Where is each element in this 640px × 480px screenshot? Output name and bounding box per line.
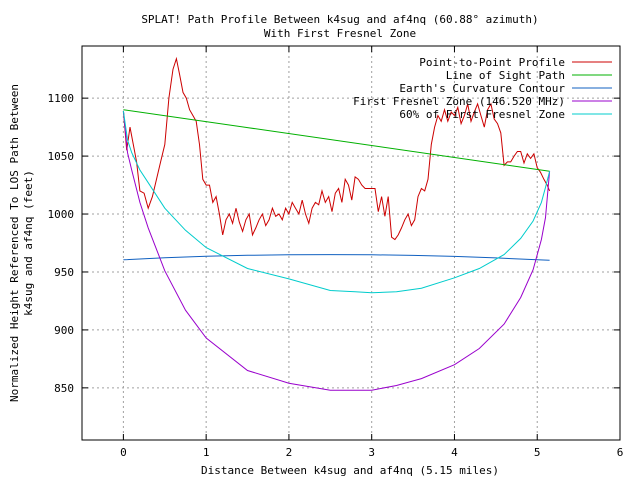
legend-label-fresnel-zone: First Fresnel Zone (146.520 MHz): [353, 95, 565, 108]
x-tick-label: 1: [203, 446, 210, 459]
x-tick-label: 5: [534, 446, 541, 459]
series-line-fresnel-60pct: [122, 110, 551, 294]
plot-frame: [81, 45, 621, 441]
legend-label-earth-curvature: Earth's Curvature Contour: [399, 82, 565, 95]
series-line-fresnel-zone: [122, 110, 551, 391]
y-tick-label: 1100: [48, 92, 75, 105]
series-line-profile: [122, 56, 551, 241]
y-axis-label-line2: k4sug and af4nq (feet): [22, 170, 35, 316]
y-tick-label: 1000: [48, 208, 75, 221]
legend-label-profile: Point-to-Point Profile: [419, 56, 565, 69]
chart-subtitle: With First Fresnel Zone: [264, 27, 416, 40]
x-axis-label: Distance Between k4sug and af4nq (5.15 m…: [201, 464, 499, 477]
chart-title: SPLAT! Path Profile Between k4sug and af…: [141, 13, 538, 26]
x-tick-label: 0: [120, 446, 127, 459]
x-tick-label: 4: [451, 446, 458, 459]
y-tick-label: 950: [54, 266, 74, 279]
legend-label-fresnel-60pct: 60% of First Fresnel Zone: [399, 108, 565, 121]
y-tick-label: 900: [54, 324, 74, 337]
series-line-line-of-sight: [123, 109, 550, 172]
y-axis-label-line1: Normalized Height Referenced To LOS Path…: [8, 84, 21, 402]
legend-label-line-of-sight: Line of Sight Path: [446, 69, 565, 82]
x-tick-label: 2: [286, 446, 293, 459]
x-tick-label: 6: [617, 446, 624, 459]
y-tick-label: 850: [54, 382, 74, 395]
y-tick-label: 1050: [48, 150, 75, 163]
series-lines: [122, 56, 551, 391]
x-tick-label: 3: [368, 446, 375, 459]
series-line-earth-curvature: [123, 254, 550, 261]
axis-ticks: 0 1 2 3 4 5 6 850 900 950 1000 1050 1100: [48, 46, 624, 459]
